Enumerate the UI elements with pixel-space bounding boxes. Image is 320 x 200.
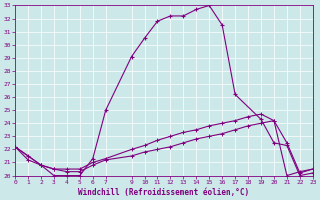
X-axis label: Windchill (Refroidissement éolien,°C): Windchill (Refroidissement éolien,°C) xyxy=(78,188,250,197)
